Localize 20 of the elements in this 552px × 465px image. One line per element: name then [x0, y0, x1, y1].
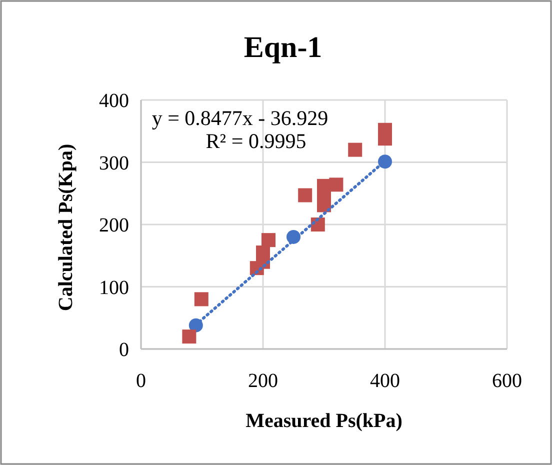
point — [329, 178, 344, 192]
chart-title: Eqn-1 — [244, 31, 322, 64]
y-tick-label: 300 — [99, 152, 129, 174]
annotation: y = 0.8477x - 36.929 — [152, 106, 328, 130]
x-tick-label: 200 — [248, 370, 278, 392]
x-tick-label: 0 — [136, 370, 146, 392]
point — [298, 188, 312, 202]
x-tick-label: 400 — [370, 370, 400, 392]
y-tick-label: 400 — [99, 90, 129, 112]
y-tick-label: 100 — [99, 276, 129, 299]
y-tick-label: 200 — [99, 214, 129, 236]
y-tick-label: 0 — [119, 339, 129, 361]
point — [194, 292, 208, 306]
x-tick-label: 600 — [492, 370, 522, 392]
point — [261, 233, 276, 248]
point — [348, 142, 362, 157]
x-axis-title: Measured Ps(kPa) — [246, 410, 402, 432]
y-axis-title: Calculated Ps(Kpa) — [55, 144, 77, 312]
point — [182, 330, 196, 344]
annotation: R² = 0.9995 — [206, 129, 306, 153]
